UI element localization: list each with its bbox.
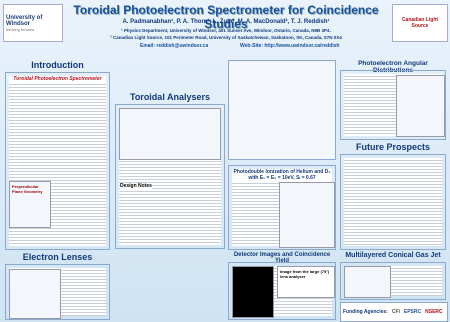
section-box [5,264,110,320]
website: Web-Site: http://www.uwindsor.ca/reddish [240,43,340,49]
figure [279,182,335,248]
funding-label: Funding Agencies: [343,309,388,315]
funding-logo: CFI [391,309,400,315]
notes-heading: Design Notes [120,183,152,189]
section-title: Toroidal Analysers [129,92,211,102]
funding-logo: NSERC [425,309,443,315]
figure [9,269,61,319]
logo-tagline: thinking forward [6,27,35,32]
section-box [340,262,446,300]
section-box: Design Notes [115,104,225,249]
section-title: Detector Images and Coincidence Yield [233,252,331,264]
affiliation: ¹ Physics Department, University of Wind… [121,28,331,33]
right-logo: Canadian Light Source [392,4,448,42]
title: Toroidal Photoelectron Spectrometer for … [73,3,379,31]
authors: A. Padmanabhan¹, P. A. Thorn¹, L. Zuin²,… [122,19,330,25]
left-logo: University of Windsor thinking forward [3,4,63,42]
section-box [340,154,446,250]
affiliation: ² Canadian Light Source, 101 Perimeter R… [110,35,342,40]
logo-text: Canadian Light Source [401,17,439,29]
figure [344,266,391,298]
section-box: Toroidal Photoelectron Spectrometer Perp… [5,72,110,250]
section-box: Photodouble Ionization of Helium and D₂ … [228,165,336,250]
section-title: Electron Lenses [22,252,93,262]
figure [396,75,445,137]
subtitle: Toroidal Photoelectron Spectrometer [9,76,106,82]
section-box: Image from the large (75°) lens analyser [228,262,336,320]
figure [119,108,221,160]
section-title: Multilayered Conical Gas Jet [345,252,441,259]
figure: Image from the large (75°) lens analyser [277,266,335,298]
apparatus-image [228,60,336,160]
figure-label: Perpendicular Plane Geometry [12,184,43,194]
section-title: Photodouble Ionization of Helium and D₂ … [232,169,332,181]
logo-text: University of Windsor [6,15,43,27]
funding-logo: EPSRC [403,309,422,315]
figure [232,266,274,318]
email: Email: reddish@uwindsor.ca [140,43,209,49]
section-box [340,70,446,140]
section-title: Introduction [31,60,84,70]
figure-label: Image from the large (75°) lens analyser [280,269,330,279]
section-title: Future Prospects [355,142,431,152]
figure: Perpendicular Plane Geometry [9,181,51,228]
funding: Funding Agencies: CFI EPSRC NSERC [340,302,448,322]
